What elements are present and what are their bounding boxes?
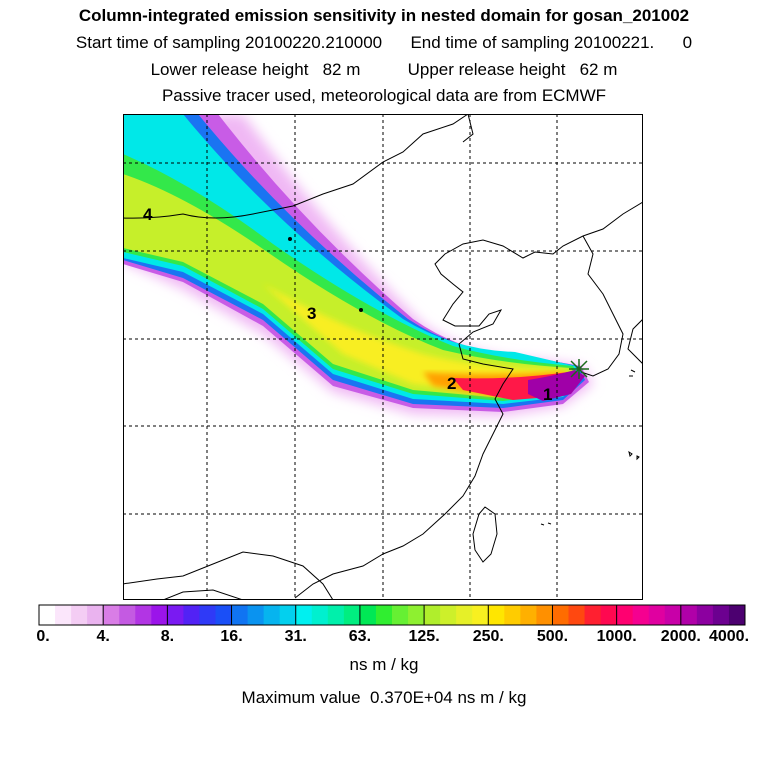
trajectory-dot	[288, 237, 292, 241]
emission-sensitivity-map: 1 2 3 4	[123, 114, 643, 600]
colorbar-segment	[151, 605, 168, 625]
colorbar-segment	[39, 605, 56, 625]
trajectory-dot	[359, 308, 363, 312]
plume-layer-yellow	[263, 284, 571, 394]
colorbar-segment	[664, 605, 682, 625]
colorbar-segment	[728, 605, 746, 625]
colorbar-segment	[488, 605, 505, 625]
point-label-4: 4	[143, 205, 153, 224]
colorbar-segment	[311, 605, 329, 625]
graticule	[123, 114, 642, 599]
colorbar-tick-label: 250.	[472, 628, 504, 645]
colorbar-segment	[648, 605, 666, 625]
colorbar-tick-label: 8.	[160, 628, 175, 645]
colorbar-segment	[456, 605, 473, 625]
point-label-1: 1	[543, 385, 552, 404]
plume-layer-cyan	[123, 114, 581, 404]
colorbar-segment	[616, 605, 634, 625]
sampling-time-line: Start time of sampling 20100220.210000 E…	[75, 33, 693, 52]
colorbar-segment	[359, 605, 377, 625]
colorbar-units-label: ns m / kg	[349, 655, 419, 674]
colorbar-segment	[520, 605, 537, 625]
colorbar-segment	[375, 605, 393, 625]
colorbar-segment	[327, 605, 345, 625]
colorbar-border	[38, 604, 746, 626]
colorbar-segment	[71, 605, 88, 625]
colorbar-segment	[135, 605, 152, 625]
plot-title: Column-integrated emission sensitivity i…	[78, 6, 690, 25]
colorbar-tick-label: 2000.	[660, 628, 701, 645]
colorbar-segment	[215, 605, 233, 625]
colorbar-segment	[55, 605, 72, 625]
colorbar-segment	[504, 605, 521, 625]
colorbar-segment	[424, 605, 441, 625]
release-height-line: Lower release height 82 m Upper release …	[150, 60, 618, 79]
colorbar-segment	[183, 605, 200, 625]
point-label-3: 3	[307, 304, 316, 323]
colorbar-segment	[231, 605, 249, 625]
receptor-star-icon	[569, 359, 589, 379]
colorbar-tick-label: 16.	[220, 628, 243, 645]
colorbar-segment	[440, 605, 457, 625]
colorbar-tick-label: 4.	[96, 628, 110, 645]
colorbar-segment	[632, 605, 650, 625]
colorbar-segment	[263, 605, 281, 625]
colorbar-segment	[600, 605, 618, 625]
colorbar-segment	[408, 605, 425, 625]
colorbar-segment	[167, 605, 184, 625]
colorbar-segment	[87, 605, 104, 625]
colorbar-segment	[199, 605, 216, 625]
colorbar	[38, 604, 746, 626]
colorbar-segment	[392, 605, 409, 625]
colorbar-segment	[279, 605, 297, 625]
colorbar-segment	[343, 605, 361, 625]
colorbar-segment	[536, 605, 553, 625]
colorbar-tick-label: 63.	[348, 628, 372, 645]
maximum-value-label: Maximum value 0.370E+04 ns m / kg	[241, 688, 527, 707]
colorbar-segment	[552, 605, 569, 625]
colorbar-tick-label: 1000.	[596, 628, 637, 645]
colorbar-tick-label: 500.	[536, 628, 569, 645]
colorbar-tick-label: 125.	[408, 628, 440, 645]
colorbar-tick-label: 0.	[36, 628, 50, 645]
colorbar-tick-label: 31.	[284, 628, 307, 645]
colorbar-segment	[295, 605, 313, 625]
colorbar-segment	[584, 605, 602, 625]
point-label-2: 2	[447, 374, 456, 393]
colorbar-tick-label: 4000.	[708, 628, 750, 645]
colorbar-segment	[680, 605, 698, 625]
colorbar-segment	[472, 605, 489, 625]
colorbar-segment	[103, 605, 120, 625]
colorbar-segment	[119, 605, 136, 625]
colorbar-segment	[696, 605, 714, 625]
colorbar-segment	[712, 605, 730, 625]
colorbar-segment	[247, 605, 265, 625]
tracer-info-line: Passive tracer used, meteorological data…	[161, 86, 607, 105]
colorbar-segment	[568, 605, 586, 625]
